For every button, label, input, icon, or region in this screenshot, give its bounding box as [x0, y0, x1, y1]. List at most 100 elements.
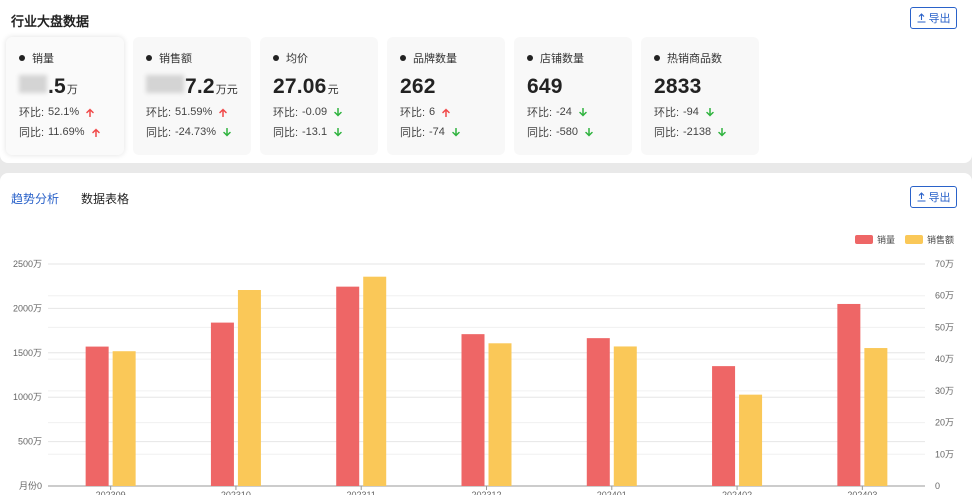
x-tick-label: 202402 — [722, 490, 752, 495]
bullet-dot — [19, 55, 25, 61]
bar-sales-amount — [112, 351, 136, 486]
y-right-tick-label: 10万 — [935, 449, 954, 459]
page-title: 行业大盘数据 — [11, 14, 90, 29]
metric-card-store-count[interactable]: 店铺数量 649 环比: -24 同比: -580 — [514, 37, 632, 155]
bullet-dot — [527, 55, 533, 61]
card-label: 销量 — [19, 51, 124, 65]
y-left-tick-label: 2500万 — [13, 259, 42, 269]
card-value: 649 — [527, 75, 563, 98]
bar-sales-amount — [237, 290, 261, 486]
y-right-tick-label: 70万 — [935, 259, 954, 269]
legend-swatch — [904, 235, 923, 244]
arrow-down-icon — [334, 107, 342, 117]
bar-sales-amount — [363, 276, 387, 486]
x-tick-label: 202309 — [96, 490, 126, 495]
arrow-down-icon — [334, 127, 342, 137]
export-label: 导出 — [928, 192, 951, 204]
bar-sales-volume — [85, 346, 109, 486]
metric-card-sales-amount[interactable]: 销售额 7.2 万元 环比: 51.59% 同比: -24.73% — [133, 37, 251, 155]
redacted-value — [19, 75, 47, 93]
y-left-tick-label: 500万 — [18, 437, 42, 447]
x-tick-label: 202311 — [347, 490, 376, 495]
chart-legend: 销量 销售额 — [854, 233, 954, 246]
mom-change: 环比: 51.59% — [146, 105, 251, 119]
y-right-tick-label: 0 — [935, 481, 940, 491]
mom-change: 环比: 52.1% — [19, 105, 124, 119]
yoy-change: 同比: -24.73% — [146, 125, 251, 139]
tab-data-table[interactable]: 数据表格 — [81, 192, 130, 206]
mom-change: 环比: -94 — [654, 105, 759, 119]
bar-sales-amount — [488, 343, 512, 486]
metric-card-avg-price[interactable]: 均价 27.06 元 环比: -0.09 同比: -13.1 — [260, 37, 378, 155]
yoy-change: 同比: -2138 — [654, 125, 759, 139]
mom-change: 环比: -24 — [527, 105, 632, 119]
y-left-tick-label: 2000万 — [13, 303, 42, 313]
x-tick-label: 202401 — [597, 490, 627, 495]
mom-change: 环比: -0.09 — [273, 105, 378, 119]
y-left-tick-label: 1000万 — [13, 392, 42, 402]
x-tick-label: 202310 — [221, 490, 251, 495]
bullet-dot — [146, 55, 152, 61]
y-left-tick-label: 1500万 — [13, 348, 42, 358]
y-right-tick-label: 60万 — [935, 291, 954, 301]
yoy-change: 同比: -74 — [400, 125, 505, 139]
metric-card-sales-volume[interactable]: 销量 .5 万 环比: 52.1% 同比: 11.69% — [6, 37, 124, 155]
arrow-down-icon — [706, 107, 714, 117]
arrow-down-icon — [585, 127, 593, 137]
arrow-up-icon — [86, 107, 94, 117]
mom-change: 环比: 6 — [400, 105, 505, 119]
view-tabs: 趋势分析 数据表格 — [11, 190, 129, 207]
legend-swatch — [854, 235, 873, 244]
arrow-down-icon — [579, 107, 587, 117]
metric-cards: 销量 .5 万 环比: 52.1% 同比: 11.69% 销售额 7.2 万元 环比: 5… — [6, 37, 759, 155]
metric-card-hot-product-count[interactable]: 热销商品数 2833 环比: -94 同比: -2138 — [641, 37, 759, 155]
overview-panel: 行业大盘数据 导出 销量 .5 万 环比: 52.1% 同比: 11.69% 销售额 … — [0, 0, 972, 163]
bar-sales-amount — [613, 346, 637, 486]
card-label: 店铺数量 — [527, 51, 632, 65]
arrow-up-icon — [91, 127, 100, 137]
bar-sales-volume — [712, 366, 736, 486]
card-value: 2833 — [654, 75, 702, 98]
bar-chart: 月份0 500万 1000万 1500万 2000万 2500万 0 10万 20万 30万 40万… — [13, 259, 954, 495]
bar-sales-volume — [336, 286, 360, 486]
y-left-tick-label: 月份0 — [19, 480, 42, 491]
legend-item-sales-volume[interactable]: 销量 — [854, 233, 895, 246]
x-tick-label: 202312 — [471, 490, 501, 495]
bullet-dot — [400, 55, 406, 61]
export-button-chart[interactable]: 导出 — [910, 186, 957, 208]
arrow-up-icon — [442, 107, 450, 117]
card-value: 262 — [400, 75, 436, 98]
arrow-down-icon — [452, 127, 460, 137]
bar-sales-volume — [461, 334, 485, 486]
legend-label: 销量 — [876, 235, 895, 245]
card-value: .5 万 — [19, 75, 124, 99]
x-tick-label: 202403 — [847, 490, 877, 495]
bar-sales-volume — [837, 303, 861, 486]
yoy-change: 同比: 11.69% — [19, 125, 124, 139]
card-value: 27.06 元 — [273, 75, 339, 98]
export-label: 导出 — [928, 13, 951, 25]
arrow-up-icon — [219, 107, 228, 117]
arrow-down-icon — [718, 127, 726, 137]
upload-icon — [917, 13, 925, 23]
export-button-top[interactable]: 导出 — [910, 7, 957, 29]
y-right-tick-label: 50万 — [935, 322, 954, 332]
legend-item-sales-amount[interactable]: 销售额 — [904, 233, 954, 246]
y-right-tick-label: 20万 — [935, 418, 954, 428]
metric-card-brand-count[interactable]: 品牌数量 262 环比: 6 同比: -74 — [387, 37, 505, 155]
y-right-tick-label: 30万 — [935, 386, 954, 396]
card-label: 热销商品数 — [654, 51, 759, 65]
yoy-change: 同比: -580 — [527, 125, 632, 139]
card-label: 均价 — [273, 51, 378, 65]
redacted-value — [146, 75, 184, 93]
yoy-change: 同比: -13.1 — [273, 125, 378, 139]
card-label: 品牌数量 — [400, 51, 505, 65]
bar-sales-volume — [586, 338, 610, 486]
upload-icon — [917, 192, 925, 202]
legend-label: 销售额 — [926, 235, 954, 245]
bullet-dot — [654, 55, 660, 61]
bar-sales-volume — [210, 322, 234, 486]
bullet-dot — [273, 55, 279, 61]
trend-panel: 趋势分析 数据表格 导出 销量 销售额 月份0 500万 1000万 1500万 200… — [0, 173, 972, 495]
tab-trend-analysis[interactable]: 趋势分析 — [11, 192, 60, 206]
